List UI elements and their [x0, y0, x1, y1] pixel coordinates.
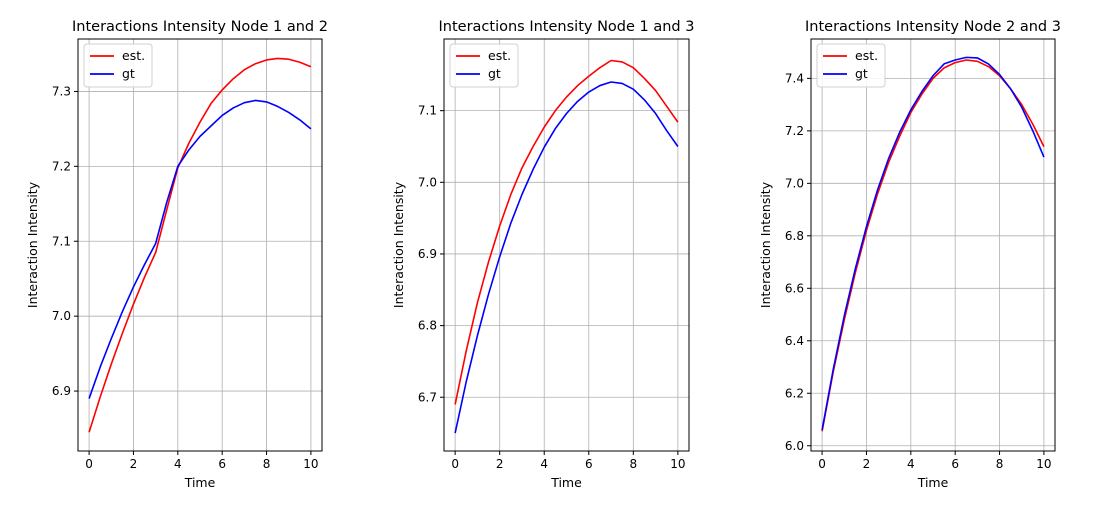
x-tick-label: 0 [818, 457, 826, 471]
y-tick-label: 6.9 [52, 384, 71, 398]
legend: est. gt [449, 43, 519, 88]
legend-label: est. [488, 48, 511, 63]
x-tick-label: 6 [951, 457, 959, 471]
y-tick-label: 6.8 [785, 229, 804, 243]
legend: est. gt [83, 43, 153, 88]
axes-frame [810, 38, 1056, 452]
legend-label: est. [855, 48, 878, 63]
legend-label: est. [122, 48, 145, 63]
y-tick-label: 6.0 [785, 439, 804, 453]
legend-box [83, 43, 153, 88]
legend: est. gt [816, 43, 886, 88]
chart-title: Interactions Intensity Node 1 and 3 [439, 19, 695, 35]
x-tick-label: 0 [85, 457, 93, 471]
x-tick-label: 4 [907, 457, 915, 471]
x-tick-label: 0 [451, 457, 459, 471]
x-tick-label: 4 [540, 457, 548, 471]
y-tick-label: 7.4 [785, 71, 804, 85]
x-tick-label: 8 [263, 457, 271, 471]
y-tick-label: 7.2 [52, 159, 71, 173]
y-tick-label: 7.0 [418, 175, 437, 189]
axes-frame [77, 38, 323, 452]
y-tick-label: 7.1 [418, 104, 437, 118]
y-tick-label: 6.8 [418, 319, 437, 333]
x-tick-label: 8 [629, 457, 637, 471]
series-line-gt [88, 99, 312, 399]
chart-panel-2: 0 2 4 6 8 10 6.7 6.8 6.9 7.0 7.1 Interactions Inten… [391, 19, 694, 490]
y-tick-label: 7.0 [785, 176, 804, 190]
legend-label: gt [855, 66, 868, 81]
y-tick-label: 6.6 [785, 281, 804, 295]
chart-panel-1: 0 2 4 6 8 10 6.9 7.0 7.1 7.2 7.3 Interactions Inten… [25, 19, 328, 490]
x-tick-label: 8 [996, 457, 1004, 471]
series-line-est [88, 57, 312, 433]
x-tick-label: 4 [174, 457, 182, 471]
series-line-est [454, 59, 679, 405]
y-axis-label: Interaction Intensity [391, 181, 406, 308]
y-tick-label: 7.1 [52, 234, 71, 248]
legend-label: gt [122, 66, 135, 81]
x-axis-label: Time [184, 475, 216, 490]
chart-title: Interactions Intensity Node 1 and 2 [72, 19, 328, 35]
y-tick-label: 6.9 [418, 247, 437, 261]
x-tick-label: 2 [130, 457, 138, 471]
x-tick-label: 10 [670, 457, 685, 471]
legend-box [816, 43, 886, 88]
y-tick-label: 6.4 [785, 334, 804, 348]
legend-box [449, 43, 519, 88]
series-line-gt [821, 56, 1045, 431]
y-axis-label: Interaction Intensity [25, 181, 40, 308]
x-tick-label: 2 [496, 457, 504, 471]
y-tick-label: 6.7 [418, 390, 437, 404]
chart-title: Interactions Intensity Node 2 and 3 [805, 19, 1061, 35]
y-tick-label: 7.2 [785, 124, 804, 138]
y-tick-label: 7.0 [52, 309, 71, 323]
legend-label: gt [488, 66, 501, 81]
y-tick-label: 6.2 [785, 386, 804, 400]
chart-panel-3: 0 2 4 6 8 10 6.0 6.2 6.4 6.6 6.8 7.0 7.2 7.4 Interacti… [758, 19, 1061, 490]
x-tick-label: 10 [303, 457, 318, 471]
axes-frame [443, 38, 690, 452]
y-axis-label: Interaction Intensity [758, 181, 773, 308]
x-tick-label: 2 [863, 457, 871, 471]
x-axis-label: Time [917, 475, 949, 490]
x-tick-label: 6 [585, 457, 593, 471]
x-tick-label: 6 [218, 457, 226, 471]
series-line-gt [454, 81, 679, 434]
x-tick-label: 10 [1036, 457, 1051, 471]
series-line-est [821, 59, 1045, 432]
y-tick-label: 7.3 [52, 84, 71, 98]
x-axis-label: Time [550, 475, 582, 490]
